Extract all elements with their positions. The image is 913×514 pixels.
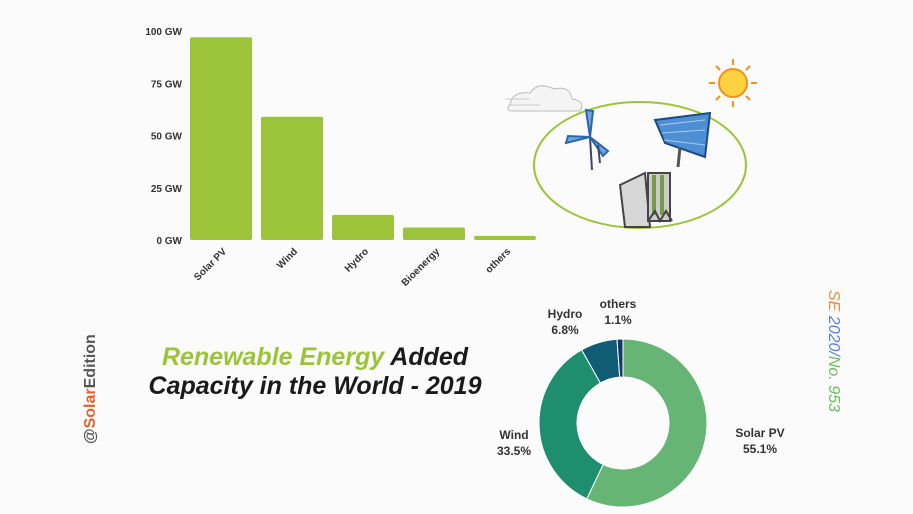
slice-wind: [538, 349, 604, 500]
slice-solar-pv: [586, 338, 708, 508]
slice-percent: 1.1%: [604, 313, 632, 327]
y-tick-label: 100 GW: [145, 27, 182, 38]
cloud-icon: [505, 85, 583, 112]
handle-solar: Solar: [82, 388, 99, 429]
bar-solar-pv: [190, 37, 252, 240]
slice-others: [616, 338, 624, 378]
edition-number: No. 953: [825, 355, 842, 412]
title-highlight: Renewable Energy: [161, 343, 385, 371]
y-tick-label: 75 GW: [151, 79, 183, 90]
bar-bioenergy: [403, 227, 465, 240]
slice-label-others: others 1.1%: [592, 296, 644, 328]
edition-label: SE 2020/No. 953: [818, 290, 842, 450]
y-tick-label: 25 GW: [151, 184, 183, 195]
y-tick-label: 0 GW: [156, 236, 182, 247]
bar-wind: [261, 116, 323, 240]
handle-edition: Edition: [82, 334, 99, 389]
bar-others: [474, 235, 536, 240]
title-rest: Added Capacity in the World - 2019: [148, 343, 482, 400]
infographic-title: Renewable Energy Added Capacity in the W…: [120, 343, 510, 401]
slice-label-wind: Wind 33.5%: [484, 427, 544, 459]
slice-percent: 55.1%: [742, 442, 778, 456]
social-handle: @SolarEdition: [82, 294, 106, 444]
slice-label-hydro: Hydro 6.8%: [540, 306, 590, 338]
edition-se: SE: [825, 290, 842, 316]
power-plant-icon: [618, 171, 673, 228]
edition-year: 2020/: [825, 315, 842, 356]
slice-name: Wind: [499, 428, 529, 442]
renewable-illustration: [500, 55, 770, 240]
solar-panel-icon: [653, 111, 712, 168]
handle-at: @: [82, 428, 99, 444]
bar-hydro: [332, 214, 394, 240]
slice-percent: 33.5%: [496, 444, 532, 458]
sun-icon: [709, 59, 757, 107]
slice-name: others: [599, 297, 637, 311]
slice-name: Solar PV: [735, 426, 785, 440]
slice-name: Hydro: [547, 307, 583, 321]
y-tick-label: 50 GW: [151, 132, 183, 143]
wind-turbine-icon: [564, 108, 610, 171]
slice-percent: 6.8%: [551, 323, 579, 337]
slice-label-solar-pv: Solar PV 55.1%: [725, 425, 795, 457]
